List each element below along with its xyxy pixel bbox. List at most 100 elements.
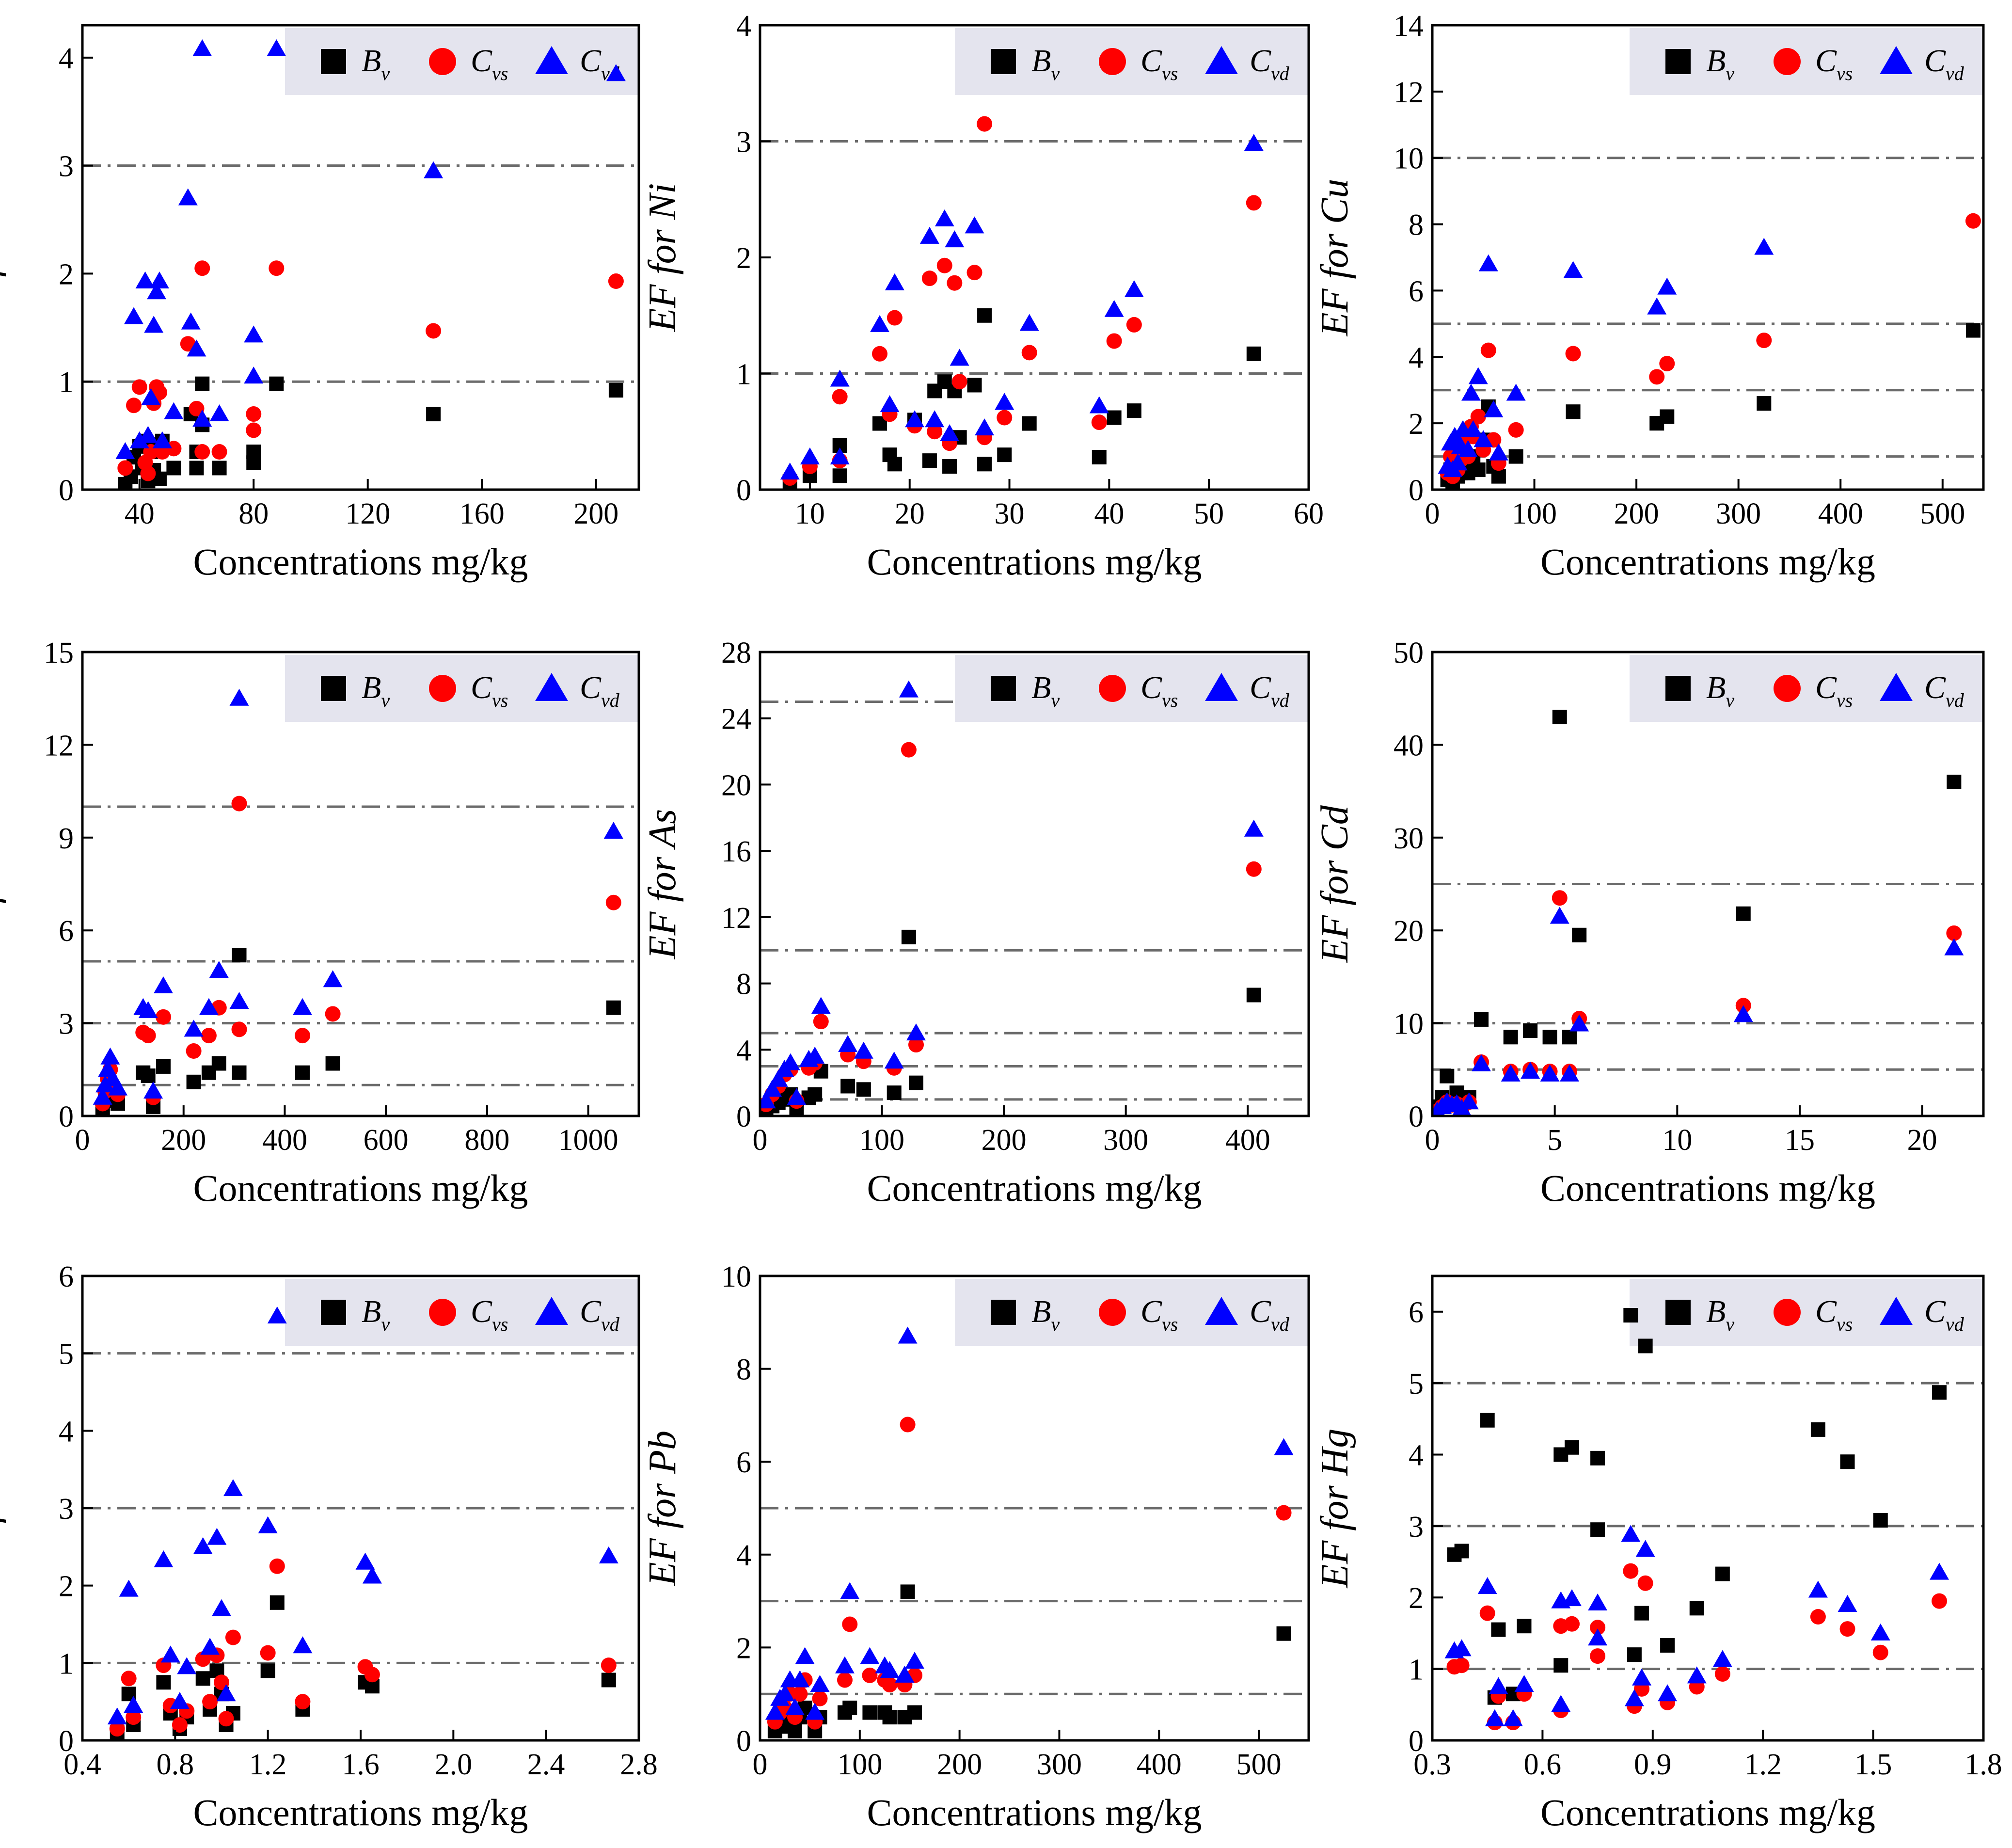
point-bv: [887, 457, 902, 472]
x-tick-label: 400: [262, 1124, 307, 1157]
point-bv: [1638, 1338, 1653, 1354]
legend-symbol: B: [362, 1294, 381, 1329]
y-tick-label: 10: [1394, 1008, 1424, 1041]
point-bv: [1810, 1422, 1825, 1437]
point-cvd: [209, 961, 229, 978]
point-bv: [1276, 1626, 1291, 1641]
legend-label-cvd: Cvd: [1924, 1294, 1964, 1335]
x-tick-label: 300: [1103, 1124, 1148, 1157]
y-tick-label: 6: [736, 1446, 751, 1479]
x-tick-label: 600: [364, 1124, 409, 1157]
point-cvd: [119, 1579, 139, 1597]
x-tick-label: 160: [459, 497, 505, 530]
point-cvd: [209, 404, 229, 422]
y-tick-label: 1: [1409, 1654, 1424, 1687]
legend-label-cvd: Cvd: [1250, 670, 1290, 711]
legend-label-bv: Bv: [1031, 43, 1060, 84]
point-cvd: [424, 161, 444, 178]
y-tick-label: 0: [1409, 1725, 1424, 1758]
legend-subscript: vd: [1946, 689, 1964, 711]
y-tick-label: 4: [1409, 341, 1424, 374]
y-tick-label: 40: [1394, 729, 1424, 762]
point-cvd: [787, 1088, 807, 1105]
point-cvs: [295, 1694, 311, 1710]
point-bv: [1503, 1030, 1518, 1045]
x-tick-label: 1.8: [1964, 1748, 2002, 1781]
point-bv: [1873, 1513, 1888, 1528]
legend-subscript: v: [1051, 689, 1060, 711]
point-cvs: [225, 1629, 241, 1645]
point-cvd: [810, 1675, 830, 1692]
point-cvd: [1944, 938, 1964, 956]
point-bv: [1022, 416, 1037, 431]
x-tick-label: 10: [795, 497, 825, 530]
point-cvs: [155, 1009, 171, 1025]
y-tick-label: 4: [736, 1034, 751, 1067]
point-cvs: [1106, 333, 1122, 349]
x-tick-label: 30: [995, 497, 1025, 530]
point-bv: [901, 929, 916, 944]
x-tick-label: 200: [937, 1748, 982, 1781]
point-cvs: [201, 1028, 217, 1044]
point-cvd: [1458, 440, 1478, 457]
point-cvd: [1550, 907, 1569, 924]
point-bv: [1660, 409, 1675, 424]
point-bv: [606, 1000, 621, 1015]
point-cvd: [925, 410, 945, 428]
point-cvd: [1274, 1438, 1294, 1455]
point-cvs: [1932, 1593, 1948, 1609]
point-cvd: [1930, 1562, 1949, 1580]
y-tick-label: 4: [736, 1539, 751, 1572]
point-bv: [1542, 1030, 1557, 1045]
plot-frame-cu: [1431, 24, 1985, 491]
legend-subscript: vs: [1162, 63, 1178, 84]
point-bv: [1572, 927, 1587, 942]
point-cvs: [997, 410, 1013, 426]
legend-label-cvd: Cvd: [580, 1294, 620, 1335]
y-tick-label: 10: [1394, 143, 1424, 175]
point-bv: [1454, 1544, 1469, 1559]
legend-symbol: C: [580, 43, 602, 79]
y-axis-title: EF for Zn: [0, 808, 6, 961]
x-tick-label: 0.9: [1634, 1748, 1672, 1781]
x-axis-title: Concentrations mg/kg: [1540, 541, 1875, 583]
point-cvs: [189, 400, 205, 416]
legend-symbol: C: [1815, 43, 1837, 79]
point-cvd: [1551, 1695, 1571, 1712]
legend-subscript: vd: [601, 1313, 620, 1335]
point-bv: [977, 308, 992, 323]
legend-marker-bv: [991, 49, 1016, 74]
legend-subscript: vs: [492, 1313, 508, 1335]
point-cvd: [1754, 238, 1774, 255]
point-cvd: [93, 1087, 112, 1105]
point-cvd: [258, 1516, 278, 1533]
point-cvd: [1838, 1594, 1857, 1612]
point-cvs: [1714, 1666, 1730, 1682]
point-cvd: [762, 1080, 782, 1097]
point-cvd: [200, 1638, 220, 1655]
point-cvs: [1246, 195, 1262, 211]
points-ni: [780, 116, 1264, 489]
point-cvs: [1590, 1648, 1606, 1664]
point-bv: [862, 1705, 877, 1720]
legend-subscript: v: [1051, 1313, 1060, 1335]
point-bv: [1947, 774, 1962, 789]
y-tick-label: 14: [1394, 10, 1424, 43]
point-cvs: [901, 742, 917, 758]
y-axis-title: EF for Pb: [641, 1431, 684, 1586]
x-tick-label: 0: [753, 1748, 768, 1781]
point-cvd: [965, 216, 984, 234]
point-cvs: [1246, 861, 1262, 877]
legend-subscript: v: [381, 1313, 390, 1335]
point-bv: [840, 1079, 855, 1094]
legend-symbol: C: [471, 670, 492, 705]
y-axis-title: EF for As: [641, 809, 684, 960]
point-cvd: [945, 230, 965, 248]
point-cvd: [785, 1698, 805, 1715]
legend-label-bv: Bv: [1706, 43, 1734, 84]
y-tick-label: 8: [736, 1354, 751, 1386]
point-cvd: [1687, 1666, 1707, 1684]
point-cvs: [180, 336, 196, 352]
